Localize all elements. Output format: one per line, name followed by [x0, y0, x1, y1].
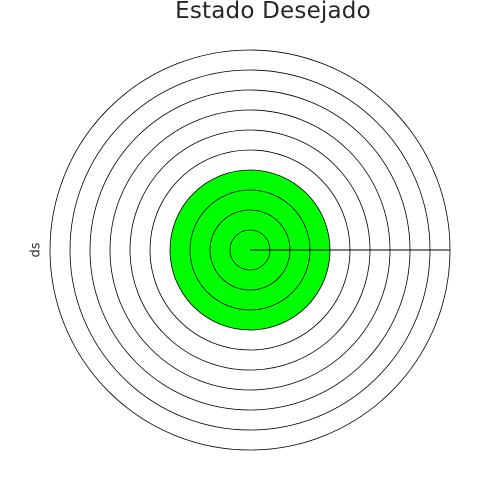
chart-title: Estado Desejado [175, 0, 371, 24]
